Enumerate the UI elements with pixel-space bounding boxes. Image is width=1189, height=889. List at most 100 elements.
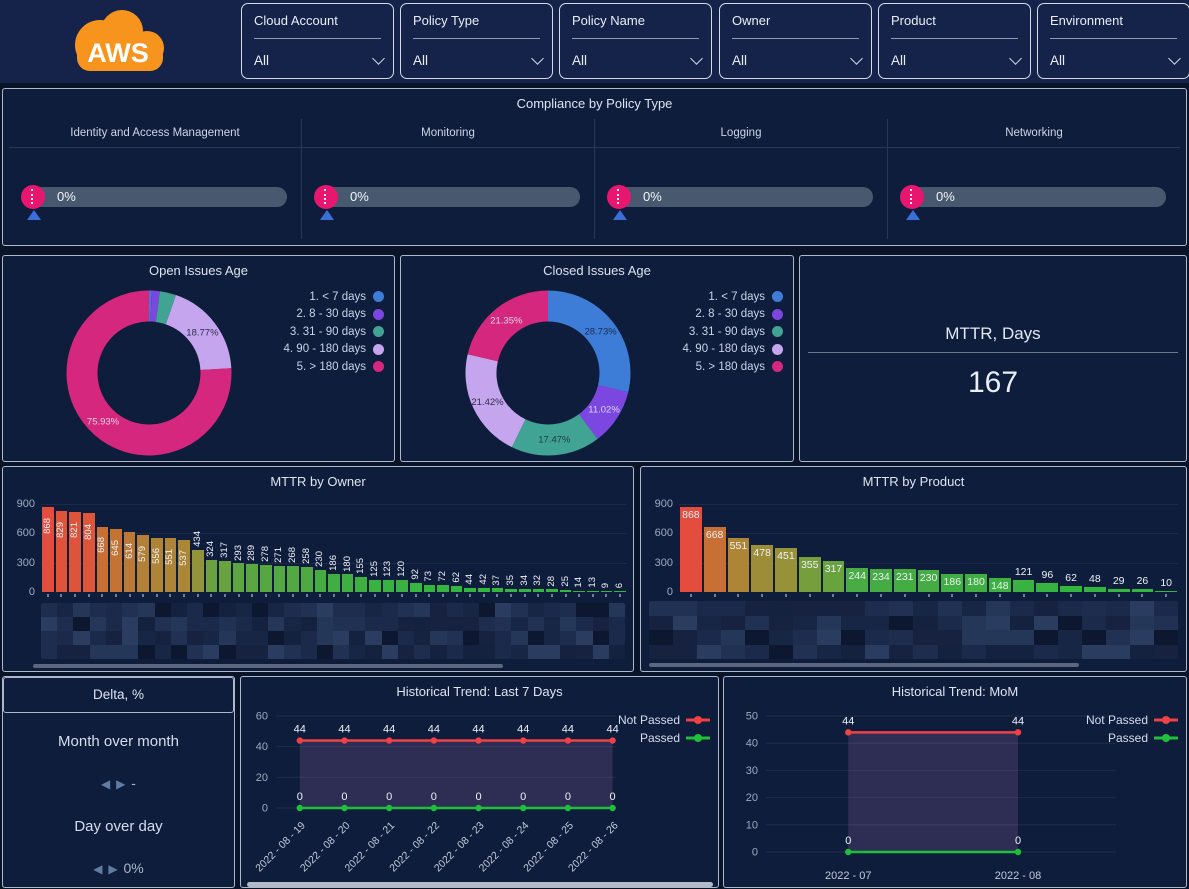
filter-select[interactable]: All bbox=[413, 48, 544, 72]
redacted-cell bbox=[219, 645, 236, 659]
legend-item-not-passed[interactable]: Not Passed bbox=[618, 711, 710, 729]
legend-label: Passed bbox=[1107, 731, 1148, 745]
gauge-value: 0% bbox=[350, 189, 369, 204]
redacted-cell bbox=[365, 603, 382, 617]
redacted-cell bbox=[673, 601, 698, 616]
tick bbox=[1155, 594, 1177, 598]
filter-select[interactable]: All bbox=[891, 48, 1022, 72]
bar-614: 614 bbox=[124, 504, 136, 592]
filter-select[interactable]: All bbox=[1050, 48, 1181, 72]
bar-rect bbox=[437, 584, 449, 592]
horizontal-scrollbar-thumb[interactable] bbox=[247, 882, 713, 887]
pie-slice-4-90-180-days bbox=[66, 290, 232, 456]
filter-select[interactable]: All bbox=[254, 48, 385, 72]
redacted-cell bbox=[495, 617, 512, 631]
day-over-day-value: 0% bbox=[123, 860, 144, 876]
redacted-cell bbox=[381, 631, 398, 645]
tick-mark bbox=[387, 594, 390, 597]
tick bbox=[560, 594, 572, 598]
data-point bbox=[296, 737, 303, 744]
filter-product[interactable]: Product All bbox=[878, 3, 1031, 79]
redacted-cell bbox=[219, 617, 236, 631]
legend-item-3-31-90-days[interactable]: 3. 31 - 90 days bbox=[284, 323, 384, 341]
tick bbox=[680, 594, 702, 598]
bar-value-label: 96 bbox=[1041, 568, 1054, 581]
bar-rect bbox=[96, 526, 109, 592]
mttr-days-value: 167 bbox=[967, 366, 1019, 399]
bar-rect bbox=[232, 563, 245, 592]
redacted-cell bbox=[235, 603, 252, 617]
filter-select[interactable]: All bbox=[732, 48, 863, 72]
legend-item-passed[interactable]: Passed bbox=[618, 729, 710, 747]
redacted-cell bbox=[122, 617, 139, 631]
bar-rect bbox=[965, 574, 987, 592]
redacted-cell bbox=[649, 644, 674, 659]
redacted-cell bbox=[673, 615, 698, 630]
y-axis-tick-label: 40 bbox=[256, 741, 268, 753]
bar-10: 10 bbox=[1155, 504, 1178, 592]
filter-environment[interactable]: Environment All bbox=[1037, 3, 1189, 79]
redacted-cell bbox=[560, 617, 577, 631]
legend-item-1-7-days[interactable]: 1. < 7 days bbox=[683, 288, 783, 306]
legend-color-dot bbox=[772, 291, 783, 303]
redacted-cell bbox=[284, 645, 301, 659]
tick-mark bbox=[469, 594, 472, 597]
legend-item-2-8-30-days[interactable]: 2. 8 - 30 days bbox=[683, 306, 783, 324]
filter-policy-type[interactable]: Policy Type All bbox=[400, 3, 553, 79]
bar-556: 556 bbox=[151, 504, 163, 592]
filter-owner[interactable]: Owner All bbox=[719, 3, 872, 79]
tick-mark bbox=[373, 594, 376, 597]
bar-121: 121 bbox=[1012, 504, 1035, 592]
filter-select[interactable]: All bbox=[572, 48, 703, 72]
tick-mark bbox=[1141, 594, 1144, 597]
legend-item-4-90-180-days[interactable]: 4. 90 - 180 days bbox=[683, 341, 783, 359]
redacted-cell bbox=[1033, 615, 1058, 630]
legend-item-2-8-30-days[interactable]: 2. 8 - 30 days bbox=[284, 306, 384, 324]
redacted-cell bbox=[57, 645, 74, 659]
redacted-cell bbox=[57, 617, 74, 631]
legend-color-dot bbox=[772, 343, 783, 355]
panel-scrollbar-thumb[interactable] bbox=[33, 664, 503, 668]
redacted-cell bbox=[961, 630, 986, 645]
redacted-cell bbox=[138, 645, 155, 659]
legend-item-4-90-180-days[interactable]: 4. 90 - 180 days bbox=[284, 341, 384, 359]
bar-value-label: 26 bbox=[1136, 575, 1149, 588]
filter-cloud-account[interactable]: Cloud Account All bbox=[241, 3, 394, 79]
tick-mark bbox=[74, 594, 77, 597]
data-point bbox=[475, 737, 482, 744]
tick bbox=[587, 594, 599, 598]
panel-scrollbar-thumb[interactable] bbox=[649, 663, 1079, 667]
filter-label: Owner bbox=[732, 13, 771, 28]
compliance-column-identity-and-access-management: Identity and Access Management 0% bbox=[9, 119, 302, 239]
gauge-pointer-icon bbox=[613, 210, 627, 220]
redacted-cell bbox=[57, 603, 74, 617]
x-axis-ticks bbox=[41, 594, 627, 598]
y-axis-tick-label: 0 bbox=[666, 586, 673, 598]
bar-value-label: 289 bbox=[246, 544, 258, 561]
data-point-label: 0 bbox=[386, 791, 392, 803]
legend-item-5-180-days[interactable]: 5. > 180 days bbox=[284, 358, 384, 376]
bar-rect bbox=[1084, 587, 1106, 592]
bar-668: 668 bbox=[703, 504, 726, 592]
data-point-label: 44 bbox=[428, 724, 440, 736]
bar-value-label: 120 bbox=[396, 561, 408, 578]
tick bbox=[451, 594, 463, 598]
redacted-cell bbox=[511, 617, 528, 631]
bar-317: 317 bbox=[219, 504, 231, 592]
pie-slice-label: 17.47% bbox=[538, 435, 571, 446]
bar-rect bbox=[703, 526, 726, 592]
redacted-cell bbox=[89, 603, 106, 617]
gauge-threshold-marker bbox=[607, 185, 631, 209]
tick bbox=[519, 594, 531, 598]
bar-value-label: 42 bbox=[477, 574, 489, 585]
bar-9: 9 bbox=[600, 504, 613, 592]
tick-mark bbox=[832, 594, 835, 597]
legend-item-not-passed[interactable]: Not Passed bbox=[1086, 711, 1178, 729]
bar-355: 355 bbox=[798, 504, 821, 592]
filter-policy-name[interactable]: Policy Name All bbox=[559, 3, 712, 79]
legend-item-5-180-days[interactable]: 5. > 180 days bbox=[683, 358, 783, 376]
legend-item-passed[interactable]: Passed bbox=[1086, 729, 1178, 747]
bar-rect bbox=[273, 565, 286, 592]
legend-item-1-7-days[interactable]: 1. < 7 days bbox=[284, 288, 384, 306]
legend-item-3-31-90-days[interactable]: 3. 31 - 90 days bbox=[683, 323, 783, 341]
